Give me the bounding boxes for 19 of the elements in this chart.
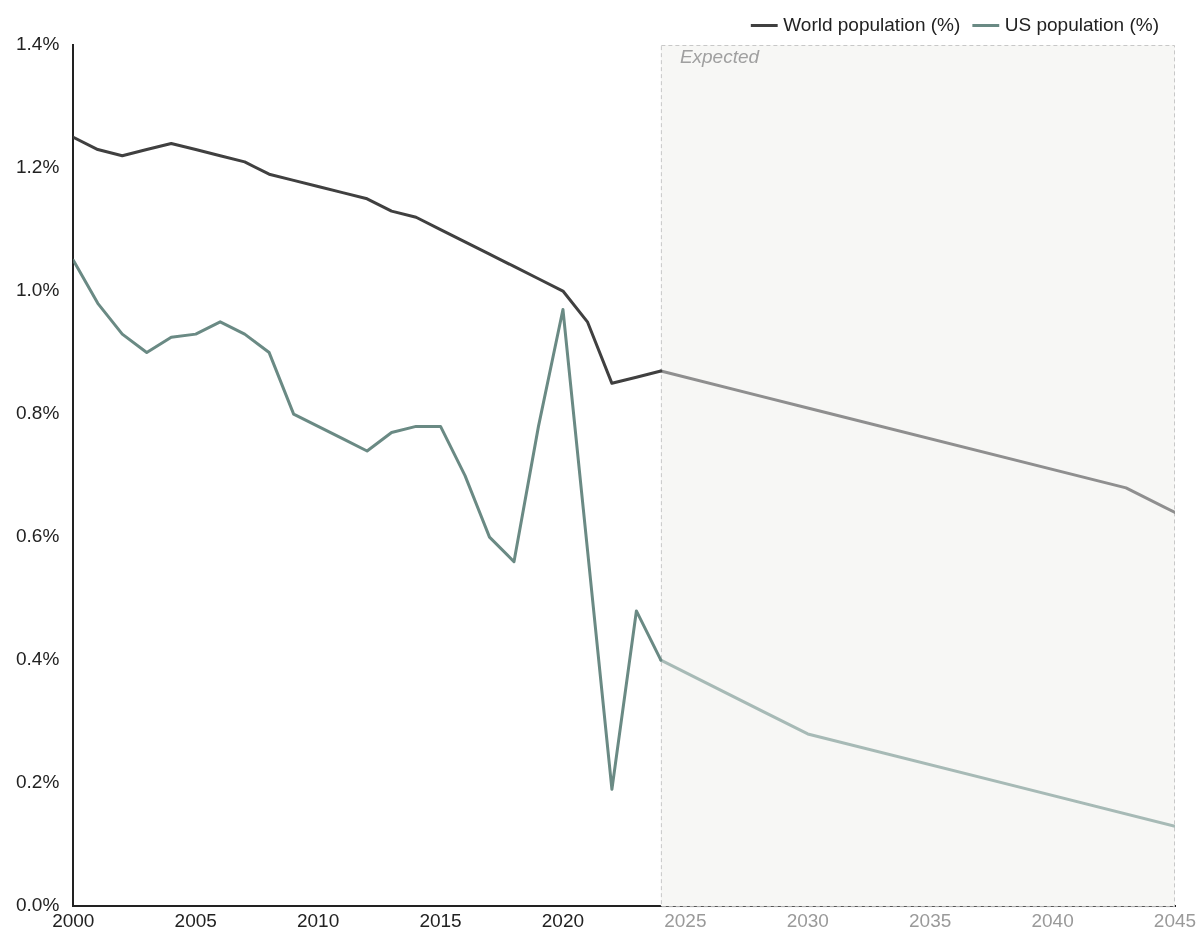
y-tick-label: 0.6% bbox=[15, 525, 60, 547]
x-tick-label: 2030 bbox=[786, 909, 829, 931]
x-tick-label: 2020 bbox=[541, 909, 585, 931]
y-tick-label: 1.4% bbox=[15, 33, 60, 55]
y-tick-label: 0.4% bbox=[15, 648, 60, 670]
y-tick-label: 0.8% bbox=[15, 402, 60, 424]
x-tick-label: 2035 bbox=[909, 909, 952, 931]
x-tick-label: 2040 bbox=[1031, 909, 1074, 931]
legend-label: World population (%) bbox=[783, 13, 961, 35]
x-tick-label: 2005 bbox=[174, 909, 217, 931]
x-tick-label: 2010 bbox=[296, 909, 340, 931]
band-label: Expected bbox=[679, 45, 761, 67]
legend-label: US population (%) bbox=[1004, 13, 1160, 35]
y-tick-label: 0.2% bbox=[15, 771, 60, 793]
y-tick-label: 1.0% bbox=[15, 279, 60, 301]
x-tick-label: 2015 bbox=[419, 909, 462, 931]
y-tick-label: 1.2% bbox=[15, 156, 60, 178]
x-tick-label: 2045 bbox=[1153, 909, 1197, 931]
x-tick-label: 2025 bbox=[664, 909, 707, 931]
